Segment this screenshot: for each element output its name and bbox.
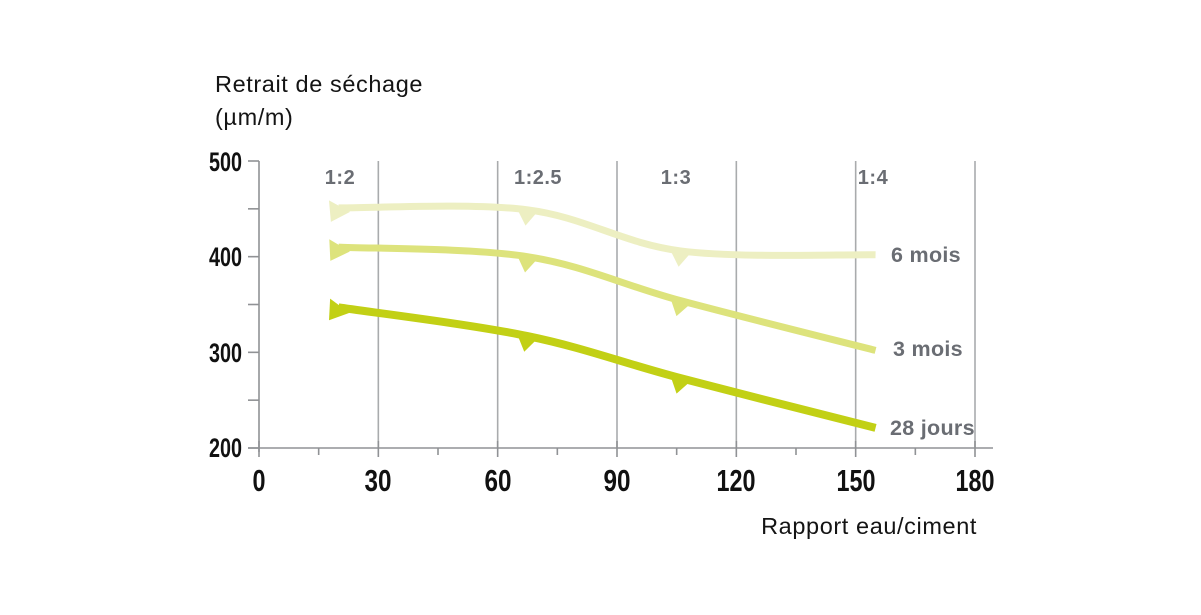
series-marker-3-mois-0 bbox=[329, 239, 350, 261]
series-line-28-jours bbox=[337, 303, 877, 432]
x-tick-label-0: 0 bbox=[253, 463, 266, 498]
legend-label-28-jours: 28 jours bbox=[890, 416, 975, 440]
mix-ratio-label-1-2-5: 1:2.5 bbox=[514, 167, 562, 189]
series-marker-3-mois-1 bbox=[515, 252, 540, 273]
series-marker-28-jours-0 bbox=[329, 298, 350, 321]
chart-title: Retrait de séchage (µm/m) bbox=[215, 68, 423, 134]
series-marker-3-mois-2 bbox=[669, 295, 693, 317]
ticks-layer bbox=[248, 160, 976, 457]
y-tick-label-200: 200 bbox=[209, 433, 242, 463]
series-line-3-mois bbox=[338, 243, 877, 354]
series-marker-6-mois-0 bbox=[328, 200, 351, 222]
series-layer bbox=[328, 200, 877, 432]
x-tick-label-150: 150 bbox=[837, 463, 876, 498]
x-axis-title: Rapport eau/ciment bbox=[761, 513, 977, 539]
series-marker-28-jours-1 bbox=[516, 331, 540, 352]
y-tick-label-300: 300 bbox=[209, 338, 242, 368]
mix-ratio-label-1-2: 1:2 bbox=[325, 167, 355, 189]
series-marker-6-mois-1 bbox=[515, 206, 540, 226]
y-tick-label-500: 500 bbox=[209, 147, 242, 177]
chart-title-unit: (µm/m) bbox=[215, 104, 294, 130]
mix-ratio-label-1-3: 1:3 bbox=[661, 167, 691, 189]
x-tick-label-180: 180 bbox=[956, 463, 995, 498]
series-marker-6-mois-2 bbox=[669, 247, 693, 267]
y-tick-label-400: 400 bbox=[209, 242, 242, 272]
legend-label-3-mois: 3 mois bbox=[893, 337, 963, 361]
x-tick-label-120: 120 bbox=[717, 463, 756, 498]
series-marker-28-jours-2 bbox=[669, 373, 693, 394]
x-tick-label-60: 60 bbox=[485, 463, 512, 498]
mix-ratio-label-1-4: 1:4 bbox=[858, 167, 889, 189]
chart-title-line1: Retrait de séchage bbox=[215, 71, 424, 97]
legend-label-6-mois: 6 mois bbox=[891, 243, 961, 267]
x-tick-label-90: 90 bbox=[604, 463, 631, 498]
x-tick-label-30: 30 bbox=[365, 463, 392, 498]
series-line-6-mois bbox=[338, 202, 876, 259]
